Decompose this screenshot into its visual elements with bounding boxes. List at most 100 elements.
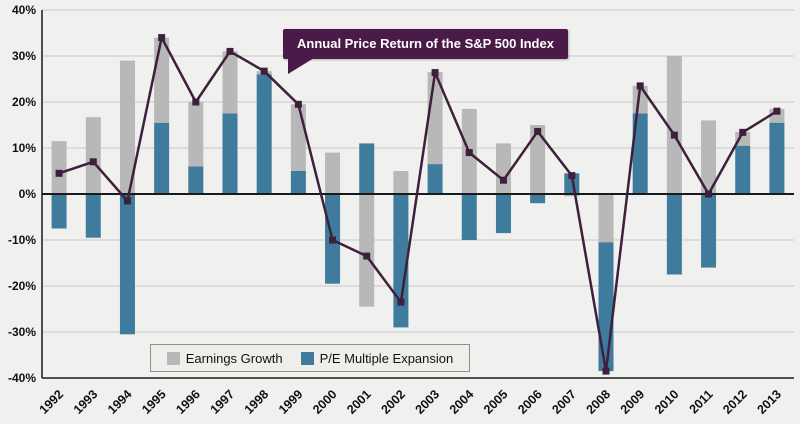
bar-pe-2011 xyxy=(701,194,717,268)
bar-earnings-1994 xyxy=(119,60,135,194)
marker-2006 xyxy=(534,127,542,135)
bar-pe-1997 xyxy=(222,113,238,194)
y-tick-label--10: -10% xyxy=(8,233,36,247)
marker-2005 xyxy=(499,176,507,184)
x-tick-label-1995: 1995 xyxy=(139,387,169,417)
bar-earnings-1992 xyxy=(51,141,67,194)
x-tick-label-2000: 2000 xyxy=(310,387,340,417)
marker-2012 xyxy=(739,128,747,136)
bar-pe-2009 xyxy=(632,113,648,194)
marker-2001 xyxy=(363,252,371,260)
bar-pe-2005 xyxy=(495,194,511,234)
bar-earnings-2006 xyxy=(530,125,546,194)
bar-pe-1995 xyxy=(154,122,170,194)
x-tick-label-1998: 1998 xyxy=(242,387,272,417)
legend-swatch-earnings-growth xyxy=(166,351,180,365)
x-tick-label-2006: 2006 xyxy=(515,387,545,417)
y-tick-label-10: 10% xyxy=(12,141,36,155)
bar-earnings-2008 xyxy=(598,194,614,243)
bar-pe-1998 xyxy=(256,74,272,194)
bar-earnings-2007 xyxy=(564,194,580,197)
bar-earnings-2010 xyxy=(666,56,682,194)
bar-pe-1996 xyxy=(188,166,204,194)
bar-earnings-1993 xyxy=(85,117,101,194)
x-tick-label-2003: 2003 xyxy=(413,387,443,417)
bar-pe-1993 xyxy=(85,194,101,238)
bar-earnings-1997 xyxy=(222,51,238,114)
x-tick-label-1999: 1999 xyxy=(276,387,306,417)
marker-2010 xyxy=(670,131,678,139)
legend-swatch-pe-expansion xyxy=(300,351,314,365)
legend-item-earnings-growth: Earnings Growth xyxy=(166,350,283,366)
marker-1994 xyxy=(123,197,131,205)
x-tick-label-2007: 2007 xyxy=(549,387,579,417)
bar-earnings-2005 xyxy=(495,143,511,194)
marker-2003 xyxy=(431,69,439,77)
bar-earnings-1995 xyxy=(154,37,170,123)
x-tick-label-1992: 1992 xyxy=(37,387,67,417)
marker-2004 xyxy=(465,149,473,157)
x-tick-label-1996: 1996 xyxy=(173,387,203,417)
bar-pe-2001 xyxy=(359,143,375,194)
y-tick-label-30: 30% xyxy=(12,49,36,63)
bar-pe-1999 xyxy=(290,171,306,194)
marker-1996 xyxy=(192,98,200,106)
bar-pe-2013 xyxy=(769,122,785,194)
marker-2008 xyxy=(602,367,610,375)
marker-2011 xyxy=(705,190,713,198)
marker-1992 xyxy=(55,169,63,177)
x-tick-label-2009: 2009 xyxy=(618,387,648,417)
x-tick-label-2010: 2010 xyxy=(652,387,682,417)
marker-2002 xyxy=(397,298,405,306)
marker-1995 xyxy=(158,34,166,42)
annotation-callout: Annual Price Return of the S&P 500 Index xyxy=(283,29,568,74)
bar-earnings-2012 xyxy=(735,131,751,146)
bar-pe-2007 xyxy=(564,173,580,194)
x-tick-label-2005: 2005 xyxy=(481,387,511,417)
marker-1993 xyxy=(89,158,97,166)
x-tick-label-1997: 1997 xyxy=(208,387,238,417)
bar-earnings-1996 xyxy=(188,102,204,167)
y-tick-label--30: -30% xyxy=(8,325,36,339)
x-tick-label-2004: 2004 xyxy=(447,387,477,417)
x-tick-label-2013: 2013 xyxy=(754,387,784,417)
marker-2007 xyxy=(568,172,576,180)
y-tick-label-40: 40% xyxy=(12,3,36,17)
bar-pe-2010 xyxy=(666,194,682,275)
legend-label-pe-expansion: P/E Multiple Expansion xyxy=(319,350,454,366)
bar-pe-2008 xyxy=(598,242,614,372)
legend-item-pe-expansion: P/E Multiple Expansion xyxy=(300,350,454,366)
bar-earnings-2000 xyxy=(325,152,341,194)
legend: Earnings Growth P/E Multiple Expansion xyxy=(150,344,470,372)
y-tick-label-20: 20% xyxy=(12,95,36,109)
bar-pe-2006 xyxy=(530,194,546,204)
price-return-line xyxy=(58,36,778,373)
x-tick-label-2012: 2012 xyxy=(720,387,750,417)
x-tick-label-2008: 2008 xyxy=(584,387,614,417)
marker-2009 xyxy=(636,82,644,90)
marker-1999 xyxy=(294,100,302,108)
marker-2000 xyxy=(329,236,337,244)
bar-earnings-2011 xyxy=(701,120,717,194)
x-tick-label-2002: 2002 xyxy=(378,387,408,417)
y-tick-label--20: -20% xyxy=(8,279,36,293)
bar-pe-2004 xyxy=(461,194,477,240)
marker-2013 xyxy=(773,107,781,115)
x-tick-label-1994: 1994 xyxy=(105,387,135,417)
bar-pe-2002 xyxy=(393,194,409,328)
bar-pe-1994 xyxy=(119,194,135,335)
bar-earnings-2002 xyxy=(393,171,409,194)
x-tick-label-2001: 2001 xyxy=(344,387,374,417)
y-tick-label-0: 0% xyxy=(19,187,37,201)
bar-pe-2012 xyxy=(735,145,751,194)
annotation-text: Annual Price Return of the S&P 500 Index xyxy=(297,36,554,51)
bar-earnings-1999 xyxy=(290,104,306,171)
bar-pe-2003 xyxy=(427,164,443,194)
marker-1998 xyxy=(260,67,268,75)
annotation-arrow xyxy=(288,58,314,74)
bar-earnings-2001 xyxy=(359,194,375,307)
y-tick-label--40: -40% xyxy=(8,371,36,385)
legend-label-earnings-growth: Earnings Growth xyxy=(185,350,283,366)
